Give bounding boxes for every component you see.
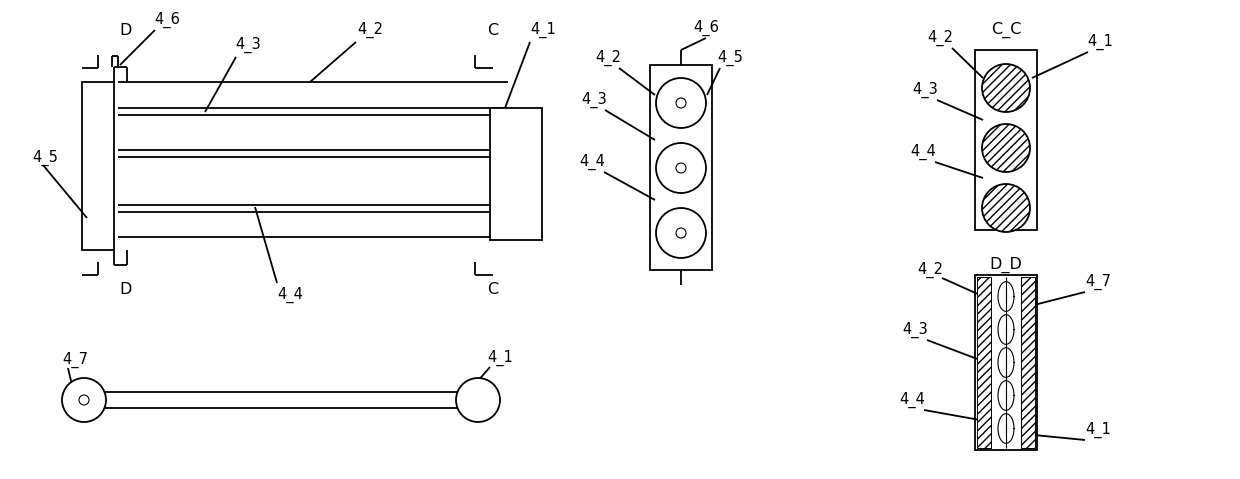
Circle shape <box>676 228 686 238</box>
Text: 4_2: 4_2 <box>595 50 621 66</box>
Bar <box>1021 277 1035 448</box>
Circle shape <box>982 124 1030 172</box>
Text: 4_2: 4_2 <box>918 262 942 278</box>
Bar <box>82 82 114 250</box>
Text: 4_4: 4_4 <box>899 392 925 408</box>
Circle shape <box>982 184 1030 232</box>
Text: 4_5: 4_5 <box>717 50 743 66</box>
Circle shape <box>79 395 89 405</box>
Text: 4_7: 4_7 <box>1085 274 1111 290</box>
Bar <box>977 277 991 448</box>
Text: 4_1: 4_1 <box>1085 422 1111 438</box>
Text: 4_1: 4_1 <box>1087 34 1114 50</box>
Text: D: D <box>120 23 133 37</box>
Circle shape <box>656 208 706 258</box>
Text: 4_2: 4_2 <box>928 30 954 46</box>
Circle shape <box>62 378 105 422</box>
Text: C: C <box>487 283 498 297</box>
Text: 4_4: 4_4 <box>579 154 605 170</box>
Bar <box>490 108 542 240</box>
Text: 4_3: 4_3 <box>236 37 260 53</box>
Circle shape <box>676 98 686 108</box>
Text: 4_1: 4_1 <box>487 350 513 366</box>
Text: 4_4: 4_4 <box>277 287 303 303</box>
Text: 4_6: 4_6 <box>154 12 180 28</box>
Bar <box>975 275 1037 450</box>
Text: 4_3: 4_3 <box>913 82 937 98</box>
Text: C: C <box>487 23 498 37</box>
Bar <box>975 50 1037 230</box>
Text: 4_6: 4_6 <box>693 20 719 36</box>
Circle shape <box>656 143 706 193</box>
Text: 4_3: 4_3 <box>903 322 928 338</box>
Circle shape <box>676 163 686 173</box>
Bar <box>650 65 712 270</box>
Circle shape <box>656 78 706 128</box>
Circle shape <box>456 378 500 422</box>
Text: 4_7: 4_7 <box>62 352 88 368</box>
Text: D_D: D_D <box>990 257 1023 273</box>
Text: C_C: C_C <box>991 22 1022 38</box>
Text: D: D <box>120 283 133 297</box>
Circle shape <box>982 64 1030 112</box>
Text: 4_4: 4_4 <box>910 144 936 160</box>
Text: 4_3: 4_3 <box>582 92 606 108</box>
Text: 4_5: 4_5 <box>32 150 58 166</box>
Text: 4_1: 4_1 <box>529 22 556 38</box>
Text: 4_2: 4_2 <box>357 22 383 38</box>
